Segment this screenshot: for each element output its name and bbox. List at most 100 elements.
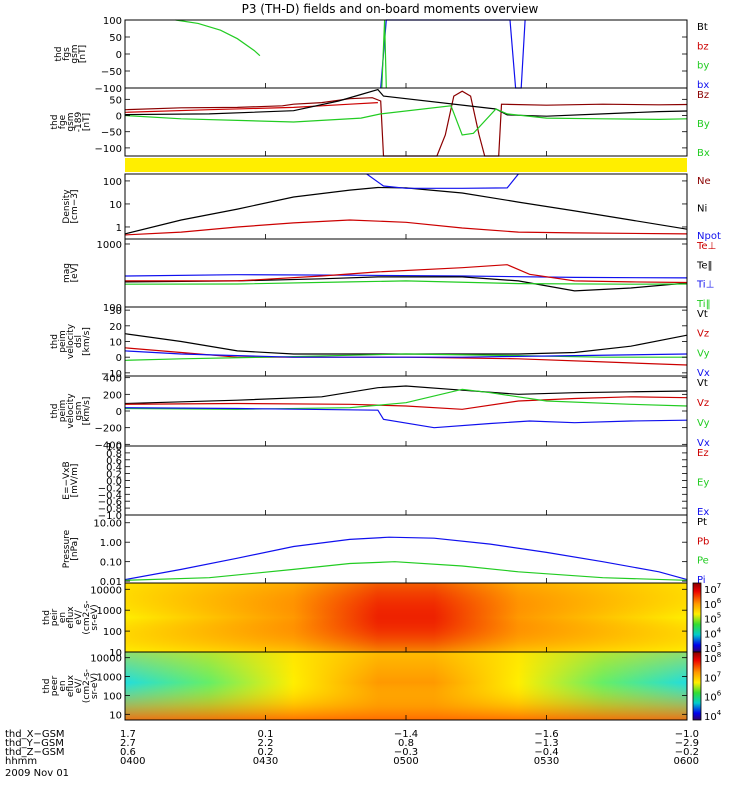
panel-vgsm: 4002000−200−400thdpeimvelocitygsm[km/s]V… bbox=[50, 374, 710, 452]
legend-entry-fge: Bx bbox=[697, 148, 710, 159]
y-tick-label: −50 bbox=[101, 67, 122, 78]
y-axis-label-line: gsm bbox=[70, 44, 80, 63]
y-tick-label: 10.00 bbox=[93, 519, 122, 530]
legend-entry-temp: Ti⊥ bbox=[696, 280, 714, 291]
colorbar-tick-label: 104 bbox=[704, 626, 722, 640]
x-axis-tick-value: −1.0 bbox=[675, 729, 699, 740]
y-axis-label-line: [nT] bbox=[82, 113, 92, 131]
x-axis-row-label: thd_X−GSM bbox=[5, 729, 65, 740]
y-axis-label-line: [nPa] bbox=[70, 537, 80, 560]
series-line-vgsm-1 bbox=[124, 396, 688, 410]
y-axis-label-line: velocity bbox=[66, 323, 76, 359]
y-axis-label: Density[cm−3] bbox=[62, 189, 80, 224]
series-line-vdsl-1 bbox=[124, 347, 688, 366]
y-tick-label: 100 bbox=[103, 627, 122, 638]
legend-entry-vgsm: Vx bbox=[697, 438, 710, 449]
y-tick-label: 10000 bbox=[90, 654, 122, 665]
series-line-vdsl-3 bbox=[124, 350, 688, 358]
legend-entry-efield: Ex bbox=[697, 507, 709, 518]
y-axis-label-line: peim bbox=[58, 400, 68, 423]
colorbar-tick-label: 108 bbox=[704, 651, 721, 665]
legend-entry-pressure: Pi bbox=[697, 575, 706, 586]
y-tick-label: 100 bbox=[103, 16, 122, 27]
x-axis-tick-value: 0.2 bbox=[258, 747, 274, 758]
colorbar-tick-label: 106 bbox=[704, 597, 722, 611]
legend-entry-temp: Te⊥ bbox=[696, 241, 716, 252]
legend-entry-density: Ne bbox=[697, 176, 711, 187]
colorbar-tick-label: 106 bbox=[704, 690, 722, 704]
x-axis-tick-value: 0.6 bbox=[120, 747, 136, 758]
colorbar-eeflux bbox=[692, 651, 702, 721]
x-axis-tick-value: 0.8 bbox=[398, 738, 414, 749]
panel-pressure: 10.00 1.00 0.10 0.01 Pressure[nPa] Pt Pb Pe Pi bbox=[62, 514, 709, 588]
x-axis-tick-value: 0500 bbox=[393, 756, 418, 767]
x-axis-tick-value: 1.7 bbox=[120, 729, 136, 740]
x-axis-row-label: thd_Z−GSM bbox=[5, 747, 65, 758]
y-axis-label-line: thd bbox=[50, 404, 60, 419]
y-tick-label: −0.8 bbox=[98, 504, 122, 515]
y-axis-label-line: eflux bbox=[66, 606, 76, 629]
y-tick-label: −200 bbox=[95, 424, 122, 435]
y-axis-label-line: peim bbox=[58, 330, 68, 353]
y-tick-label: 1000 bbox=[97, 673, 122, 684]
series-line-fge-1 bbox=[124, 102, 378, 113]
legend-entry-fge: Bz bbox=[697, 90, 709, 101]
series-line-density-2 bbox=[366, 173, 519, 189]
y-tick-label: 200 bbox=[103, 390, 122, 401]
y-axis-label-line: thd bbox=[42, 679, 52, 694]
x-axis-tick-value: −2.9 bbox=[675, 738, 699, 749]
x-axis-tick-value: −0.3 bbox=[394, 747, 418, 758]
x-axis-tick-value: −1.3 bbox=[534, 738, 558, 749]
y-axis-label-line: eV/ bbox=[74, 609, 84, 625]
y-tick-label: 1000 bbox=[97, 606, 122, 617]
legend-entry-temp: Ti‖ bbox=[696, 299, 711, 310]
series-line-temp-2 bbox=[125, 264, 688, 284]
y-axis-label-line: sr-eV) bbox=[90, 604, 100, 630]
x-axis-tick-value: 0.1 bbox=[258, 729, 274, 740]
figure-title: P3 (TH-D) fields and on-board moments ov… bbox=[242, 2, 539, 16]
y-axis-label-line: thd bbox=[50, 115, 60, 130]
series-line-pressure-0 bbox=[124, 536, 688, 581]
y-axis-label-line: -189 bbox=[74, 112, 84, 133]
x-axis-tick-value: −1.6 bbox=[534, 729, 558, 740]
series-line-fge-2 bbox=[124, 88, 688, 117]
y-axis-label-line: en bbox=[58, 680, 68, 691]
x-axis-tick-value: 0600 bbox=[674, 756, 699, 767]
y-tick-label: 1000 bbox=[97, 240, 122, 251]
y-tick-label: 1.0 bbox=[106, 442, 122, 453]
y-axis-label-line: [cm−3] bbox=[70, 189, 80, 223]
y-tick-label: 0.4 bbox=[106, 463, 122, 474]
x-axis-row-label: thd_Y−GSM bbox=[5, 738, 64, 749]
y-tick-label: 0 bbox=[116, 50, 122, 61]
y-axis-label-line: Pressure bbox=[62, 529, 72, 568]
y-tick-label: 0 bbox=[116, 353, 122, 364]
quality-flag-bar bbox=[125, 158, 687, 172]
y-tick-label: 1 bbox=[116, 223, 122, 234]
panel-vdsl: 3020100−10thdpeimvelocitydsl[km/s]VtVzVy… bbox=[50, 306, 710, 380]
series-line-fgs-1 bbox=[380, 19, 526, 89]
y-tick-label: 0.2 bbox=[106, 470, 122, 481]
legend-entry-temp: Te‖ bbox=[696, 260, 713, 271]
y-axis-label: E=−VxB[mV/m] bbox=[62, 461, 80, 499]
y-tick-label: 0.8 bbox=[106, 449, 122, 460]
panel-frame bbox=[124, 19, 688, 89]
y-axis-label-line: sr-eV) bbox=[90, 673, 100, 699]
y-tick-label: −0.4 bbox=[98, 490, 122, 501]
colorbar-eiflux bbox=[692, 582, 702, 653]
y-tick-label: −400 bbox=[95, 440, 122, 451]
panel-frame bbox=[124, 445, 688, 516]
date-label: 2009 Nov 01 bbox=[5, 768, 69, 779]
x-axis-labels: thd_X−GSM 1.7 0.1 −1.4 −1.6 −1.0 thd_Y−GSM 2.7 2… bbox=[5, 729, 699, 767]
legend-entry-density: Ni bbox=[697, 204, 707, 215]
y-tick-label: −0.6 bbox=[98, 497, 122, 508]
y-tick-label: 100 bbox=[103, 303, 122, 314]
series-line-vdsl-2 bbox=[124, 353, 687, 361]
y-tick-label: 0.0 bbox=[106, 477, 122, 488]
